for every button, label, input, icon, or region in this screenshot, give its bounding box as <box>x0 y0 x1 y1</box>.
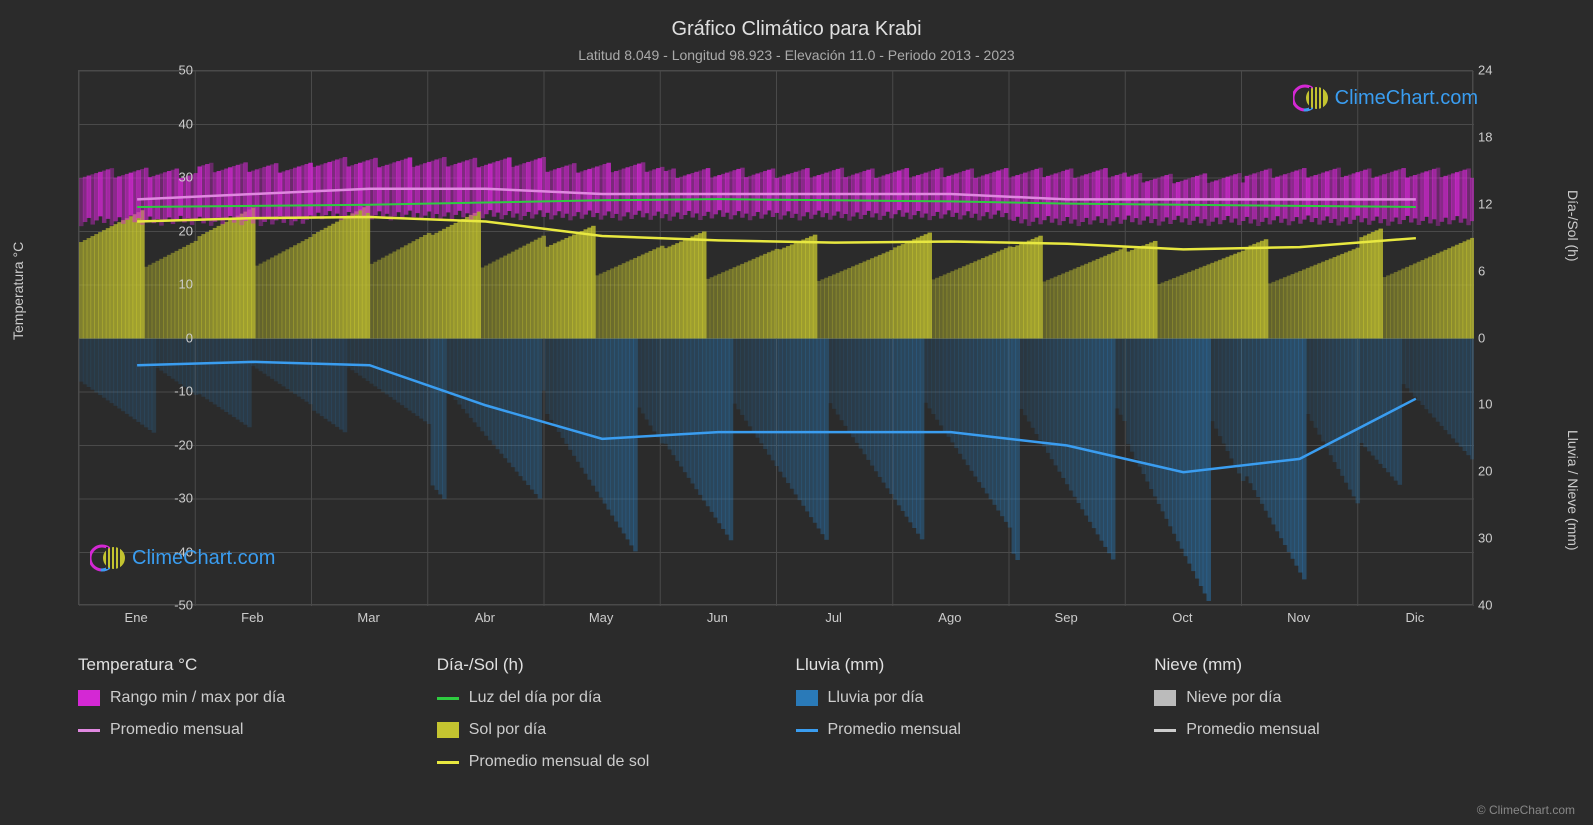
y-right-top-tick: 18 <box>1478 129 1492 144</box>
copyright-text: © ClimeChart.com <box>1477 803 1575 817</box>
climechart-logo-icon <box>90 540 126 576</box>
legend-item: Promedio mensual <box>796 721 1115 739</box>
legend-swatch-icon <box>796 690 818 706</box>
x-tick: Ene <box>125 610 148 625</box>
y-right-bottom-tick: 30 <box>1478 531 1492 546</box>
plot-area <box>78 70 1473 605</box>
y-axis-right-top-label: Día-/Sol (h) <box>1565 190 1581 262</box>
legend-item: Promedio mensual <box>1154 721 1473 739</box>
legend-column: Día-/Sol (h) Luz del día por día Sol por d… <box>437 655 756 785</box>
x-tick: Jul <box>825 610 842 625</box>
y-left-tick: -20 <box>93 437 193 452</box>
plot-svg <box>79 71 1474 606</box>
legend-swatch-icon <box>78 690 100 706</box>
legend-column: Nieve (mm) Nieve por día Promedio mensual <box>1154 655 1473 785</box>
x-tick: Nov <box>1287 610 1310 625</box>
y-axis-right-bottom-label: Lluvia / Nieve (mm) <box>1565 430 1581 551</box>
legend-header: Temperatura °C <box>78 655 397 675</box>
legend-label: Promedio mensual <box>1186 721 1319 739</box>
legend-label: Sol por día <box>469 721 546 739</box>
legend-swatch-icon <box>437 722 459 738</box>
x-tick: Dic <box>1405 610 1424 625</box>
legend-swatch-icon <box>1154 690 1176 706</box>
watermark-bottom: ClimeChart.com <box>90 540 275 576</box>
legend-item: Lluvia por día <box>796 689 1115 707</box>
x-tick: May <box>589 610 614 625</box>
legend-line-icon <box>437 761 459 764</box>
legend-item: Promedio mensual <box>78 721 397 739</box>
legend-label: Promedio mensual <box>828 721 961 739</box>
y-right-top-tick: 24 <box>1478 63 1492 78</box>
legend-label: Promedio mensual de sol <box>469 753 650 771</box>
legend-item: Promedio mensual de sol <box>437 753 756 771</box>
y-left-tick: 20 <box>93 223 193 238</box>
y-right-top-tick: 12 <box>1478 196 1492 211</box>
legend-label: Promedio mensual <box>110 721 243 739</box>
legend-column: Lluvia (mm) Lluvia por día Promedio mensua… <box>796 655 1115 785</box>
y-axis-left-label: Temperatura °C <box>10 242 26 340</box>
watermark-text: ClimeChart.com <box>1335 87 1478 110</box>
legend-line-icon <box>796 729 818 732</box>
legend-item: Luz del día por día <box>437 689 756 707</box>
y-right-top-tick: 0 <box>1478 330 1485 345</box>
legend-label: Luz del día por día <box>469 689 602 707</box>
watermark-top: ClimeChart.com <box>1293 80 1478 116</box>
y-left-tick: 30 <box>93 170 193 185</box>
x-tick: Ago <box>938 610 961 625</box>
legend-column: Temperatura °C Rango min / max por día Pro… <box>78 655 397 785</box>
y-right-bottom-tick: 40 <box>1478 598 1492 613</box>
y-left-tick: 10 <box>93 277 193 292</box>
x-tick: Sep <box>1055 610 1078 625</box>
legend-line-icon <box>1154 729 1176 732</box>
legend-header: Día-/Sol (h) <box>437 655 756 675</box>
legend-header: Lluvia (mm) <box>796 655 1115 675</box>
climechart-logo-icon <box>1293 80 1329 116</box>
legend-label: Lluvia por día <box>828 689 924 707</box>
legend-header: Nieve (mm) <box>1154 655 1473 675</box>
y-left-tick: 0 <box>93 330 193 345</box>
chart-title: Gráfico Climático para Krabi <box>0 0 1593 41</box>
x-tick: Feb <box>241 610 263 625</box>
y-right-bottom-tick: 10 <box>1478 397 1492 412</box>
legend: Temperatura °C Rango min / max por día Pro… <box>78 655 1473 785</box>
y-right-bottom-tick: 20 <box>1478 464 1492 479</box>
legend-line-icon <box>78 729 100 732</box>
legend-label: Nieve por día <box>1186 689 1281 707</box>
legend-line-icon <box>437 697 459 700</box>
x-tick: Mar <box>357 610 379 625</box>
y-left-tick: -10 <box>93 384 193 399</box>
legend-item: Rango min / max por día <box>78 689 397 707</box>
y-right-top-tick: 6 <box>1478 263 1485 278</box>
legend-item: Nieve por día <box>1154 689 1473 707</box>
legend-label: Rango min / max por día <box>110 689 285 707</box>
y-left-tick: 50 <box>93 63 193 78</box>
legend-item: Sol por día <box>437 721 756 739</box>
y-left-tick: 40 <box>93 116 193 131</box>
x-tick: Abr <box>475 610 495 625</box>
watermark-text: ClimeChart.com <box>132 547 275 570</box>
x-tick: Jun <box>707 610 728 625</box>
climate-chart: Gráfico Climático para Krabi Latitud 8.0… <box>0 0 1593 825</box>
y-left-tick: -30 <box>93 491 193 506</box>
x-tick: Oct <box>1172 610 1192 625</box>
chart-subtitle: Latitud 8.049 - Longitud 98.923 - Elevac… <box>0 41 1593 63</box>
